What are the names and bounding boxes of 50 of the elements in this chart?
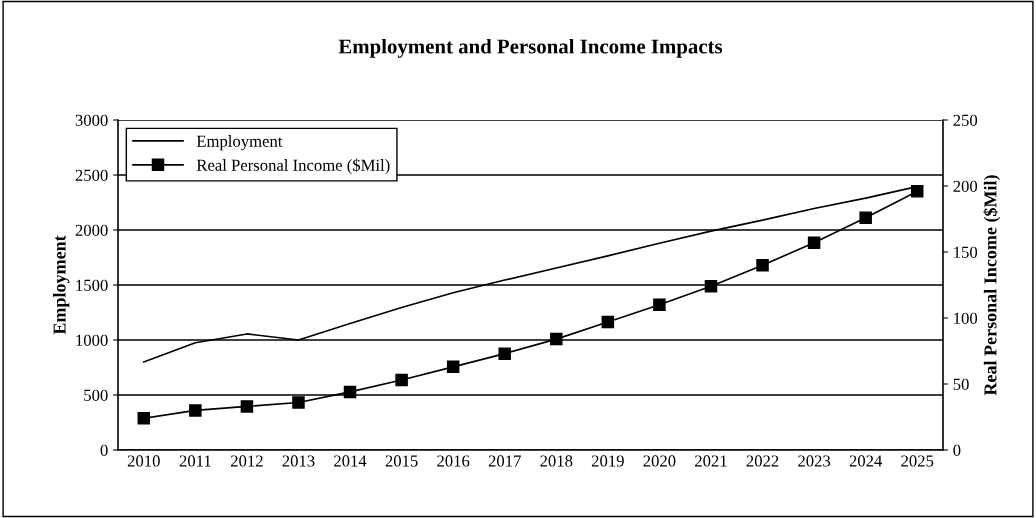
x-tick-label: 2010 [127,455,160,467]
x-tick-label: 2021 [695,455,727,467]
point [446,360,460,374]
y2-tick-label: 250 [953,114,978,126]
y2-tick-label: 100 [954,312,978,324]
x-tick-label: 2019 [591,455,624,467]
legend-label: Real Personal Income ($Mil) [196,158,390,175]
y-axis-title: Employment [52,235,70,335]
x-tick-label: 2014 [334,455,367,467]
y2-axis-title: Real Personal Income ($Mil) [983,175,1001,396]
point [189,404,202,417]
x-tick-label: 2013 [282,455,315,467]
x-tick-label: 2024 [849,455,883,467]
x-tick-label: 2018 [540,455,573,467]
y-tick-label: 1500 [76,279,108,291]
y2-tick-label: 150 [954,246,978,258]
y-tick-label: 1000 [76,334,108,346]
point [910,185,924,198]
point [343,385,357,399]
y2-tick-label: 50 [953,378,969,390]
point [601,315,615,329]
x-tick-label: 2017 [488,455,521,467]
x-tick-label: 2012 [230,455,263,467]
point [137,412,151,425]
y-tick-label: 0 [100,444,108,456]
y2-tick-label: 200 [953,180,978,192]
chart-title: Employment and Personal Income Impacts [338,38,723,58]
x-tick-label: 2015 [385,455,418,467]
x-tick-label: 2011 [179,455,211,467]
point [395,373,408,387]
y-tick-label: 500 [84,389,108,401]
x-tick-label: 2022 [746,455,779,467]
point [240,400,254,413]
x-tick-label: 2016 [437,455,470,467]
point [859,211,872,224]
y-tick-label: 2500 [75,169,108,181]
point [807,236,821,250]
legend-label: Employment [196,135,283,151]
point [292,396,305,409]
point [550,332,563,346]
x-tick-label: 2020 [643,455,676,467]
y2-tick-label: 0 [953,444,961,456]
point [704,280,718,293]
y-tick-label: 2000 [75,224,108,236]
x-tick-label: 2025 [901,455,934,467]
x-tick-label: 2023 [798,455,831,467]
y-tick-label: 3000 [75,114,108,126]
point [498,347,511,360]
point [653,298,666,312]
point [756,258,769,272]
